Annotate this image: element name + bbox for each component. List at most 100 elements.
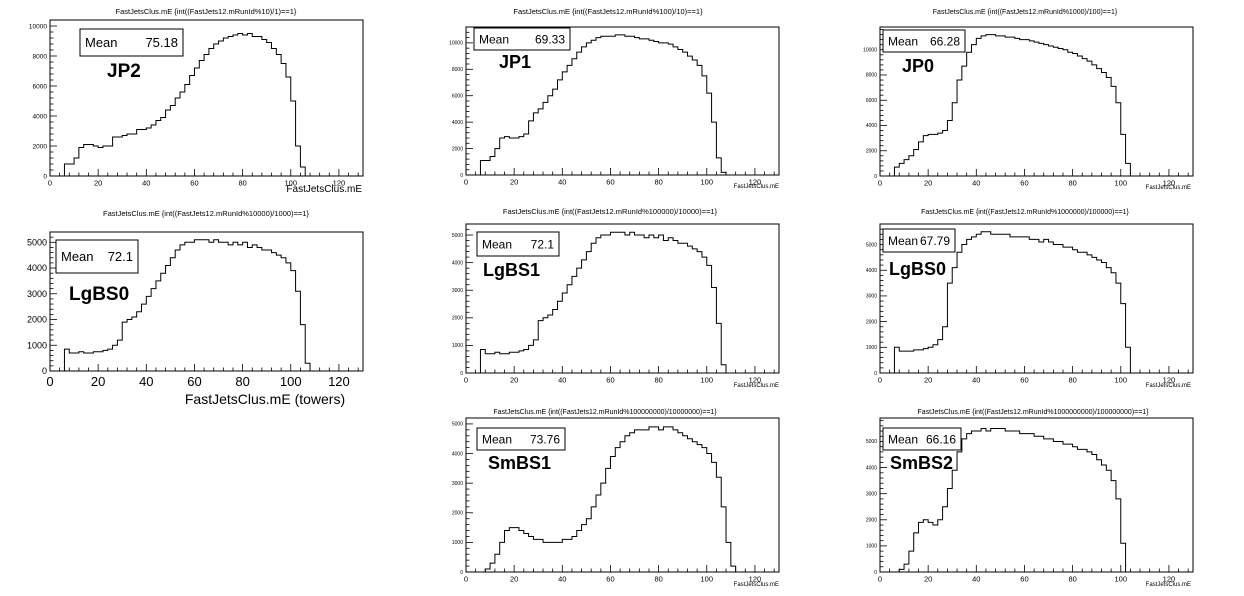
histogram-series — [894, 427, 1131, 573]
y-tick-label: 5000 — [27, 237, 47, 247]
x-tick-label: 60 — [1020, 575, 1028, 584]
x-tick-label: 40 — [972, 575, 980, 584]
y-tick-label: 3000 — [866, 491, 877, 497]
x-tick-label: 120 — [749, 376, 762, 385]
x-tick-label: 20 — [924, 179, 932, 188]
y-tick-label: 8000 — [452, 67, 463, 73]
y-tick-label: 1000 — [866, 544, 877, 550]
x-tick-label: 20 — [91, 374, 105, 389]
y-tick-label: 0 — [42, 366, 47, 376]
x-tick-label: 80 — [654, 178, 662, 187]
y-tick-label: 1000 — [866, 345, 877, 351]
plot-frame — [879, 417, 1194, 573]
x-axis-label: FastJetsClus.mE — [734, 383, 779, 389]
y-tick-label: 4000 — [866, 465, 877, 471]
x-tick-label: 0 — [464, 376, 468, 385]
stats-mean-label: Mean — [888, 34, 918, 48]
histogram-series — [889, 34, 1136, 177]
histogram-title: FastJetsClus.mE {int((FastJets12.mRunId%… — [921, 209, 1129, 216]
y-tick-label: 0 — [460, 173, 463, 179]
x-tick-label: 100 — [1115, 179, 1128, 188]
plot-frame — [879, 223, 1194, 374]
y-tick-label: 2000 — [452, 146, 463, 152]
x-tick-label: 80 — [1068, 179, 1076, 188]
y-tick-label: 2000 — [452, 316, 463, 322]
x-tick-label: 120 — [749, 575, 762, 584]
histogram-series — [893, 231, 1136, 374]
y-tick-label: 4000 — [452, 120, 463, 126]
histogram-series — [59, 33, 311, 177]
stats-box — [55, 239, 139, 274]
x-tick-label: 100 — [280, 374, 302, 389]
x-tick-label: 120 — [1163, 575, 1176, 584]
stats-mean-label: Mean — [479, 32, 509, 46]
x-tick-label: 100 — [1115, 376, 1128, 385]
stats-mean-label: Mean — [888, 234, 918, 248]
x-tick-label: 40 — [558, 376, 566, 385]
stats-box — [476, 231, 560, 257]
trigger-label: JP2 — [107, 61, 141, 82]
x-tick-label: 120 — [749, 178, 762, 187]
y-tick-label: 3000 — [452, 481, 463, 487]
y-tick-label: 1000 — [27, 340, 47, 350]
trigger-label: JP0 — [902, 56, 934, 76]
y-tick-label: 4000 — [866, 123, 877, 129]
x-tick-label: 80 — [654, 376, 662, 385]
x-tick-label: 0 — [464, 575, 468, 584]
histogram-series — [479, 231, 731, 374]
histogram-series — [480, 426, 741, 573]
trigger-label: SmBS1 — [488, 453, 551, 473]
y-tick-label: 2000 — [866, 148, 877, 154]
plot-frame — [49, 231, 364, 372]
y-tick-label: 2000 — [452, 511, 463, 517]
y-tick-label: 1000 — [452, 343, 463, 349]
y-tick-label: 1000 — [452, 540, 463, 546]
x-tick-label: 100 — [701, 376, 714, 385]
x-tick-label: 20 — [924, 575, 932, 584]
stats-mean-label: Mean — [85, 35, 118, 50]
stats-mean-label: Mean — [888, 432, 918, 446]
stats-box — [882, 427, 962, 451]
x-tick-label: 100 — [285, 179, 298, 188]
histogram-title: FastJetsClus.mE {int((FastJets12.mRunId%… — [103, 209, 309, 218]
y-tick-label: 2000 — [866, 518, 877, 524]
stats-mean-value: 72.1 — [108, 249, 133, 264]
trigger-label: SmBS2 — [890, 453, 953, 473]
stats-box — [79, 28, 184, 57]
stats-mean-label: Mean — [482, 237, 512, 251]
trigger-label: JP1 — [499, 52, 531, 72]
x-tick-label: 60 — [606, 575, 614, 584]
histogram-title: FastJetsClus.mE {int((FastJets12.mRunId%… — [917, 409, 1149, 416]
x-tick-label: 0 — [464, 178, 468, 187]
x-tick-label: 40 — [972, 179, 980, 188]
histogram-title: FastJetsClus.mE {int((FastJets12.mRunId%… — [513, 7, 703, 16]
histogram-title: FastJetsClus.mE {int((FastJets12.mRunId%… — [933, 9, 1118, 16]
y-tick-label: 4000 — [866, 268, 877, 274]
x-tick-label: 120 — [1163, 179, 1176, 188]
y-tick-label: 0 — [874, 174, 877, 180]
x-axis-label: FastJetsClus.mE — [1146, 582, 1191, 588]
x-axis-label: FastJetsClus.mE — [734, 184, 779, 190]
x-tick-label: 60 — [1020, 376, 1028, 385]
x-tick-label: 40 — [139, 374, 153, 389]
trigger-label: LgBS1 — [483, 260, 540, 280]
trigger-label: LgBS0 — [889, 259, 946, 279]
x-tick-label: 20 — [510, 178, 518, 187]
x-tick-label: 80 — [1068, 376, 1076, 385]
x-tick-label: 80 — [235, 374, 249, 389]
x-tick-label: 20 — [924, 376, 932, 385]
stats-box — [882, 228, 956, 253]
stats-mean-value: 72.1 — [531, 237, 555, 251]
histogram-title: FastJetsClus.mE {int((FastJets12.mRunId%… — [503, 207, 718, 216]
x-axis-label: FastJetsClus.mE — [734, 582, 779, 588]
x-tick-label: 60 — [606, 178, 614, 187]
x-tick-label: 0 — [878, 575, 882, 584]
x-tick-label: 120 — [328, 374, 350, 389]
y-tick-label: 4000 — [452, 451, 463, 457]
y-tick-label: 3000 — [866, 294, 877, 300]
x-tick-label: 40 — [972, 376, 980, 385]
x-tick-label: 0 — [46, 374, 53, 389]
y-tick-label: 0 — [460, 570, 463, 576]
y-tick-label: 3000 — [27, 289, 47, 299]
